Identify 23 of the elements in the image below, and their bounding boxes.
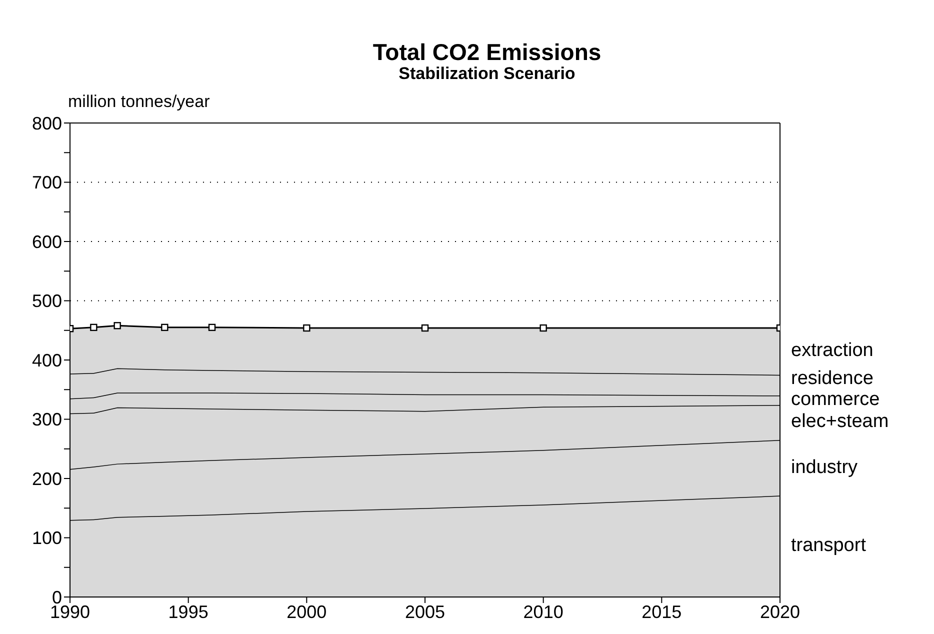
x-tick-label: 2005 — [404, 602, 446, 622]
chart-subtitle: Stabilization Scenario — [398, 64, 576, 84]
series-label: residence — [791, 368, 874, 390]
y-tick-label: 600 — [32, 232, 62, 252]
series-label: commerce — [791, 388, 880, 411]
series-label: extraction — [791, 340, 874, 362]
x-tick-label: 1995 — [168, 602, 208, 622]
y-tick-label: 700 — [32, 172, 62, 193]
y-tick-label: 400 — [32, 350, 62, 370]
x-tick-label: 2020 — [760, 602, 800, 622]
x-tick-label: 2000 — [286, 602, 327, 622]
y-tick-label: 500 — [32, 291, 62, 312]
x-tick-label: 2015 — [642, 602, 682, 622]
y-axis-title: million tonnes/year — [68, 92, 211, 112]
series-label: transport — [791, 535, 866, 558]
series-label: industry — [791, 456, 858, 479]
y-tick-label: 100 — [32, 528, 62, 548]
series-label: elec+steam — [791, 411, 889, 434]
y-tick-label: 200 — [32, 468, 62, 489]
y-tick-label: 800 — [32, 113, 62, 134]
y-tick-label: 300 — [32, 410, 62, 430]
x-tick-label: 2010 — [523, 602, 564, 622]
chart-title: Total CO2 Emissions — [372, 39, 602, 65]
